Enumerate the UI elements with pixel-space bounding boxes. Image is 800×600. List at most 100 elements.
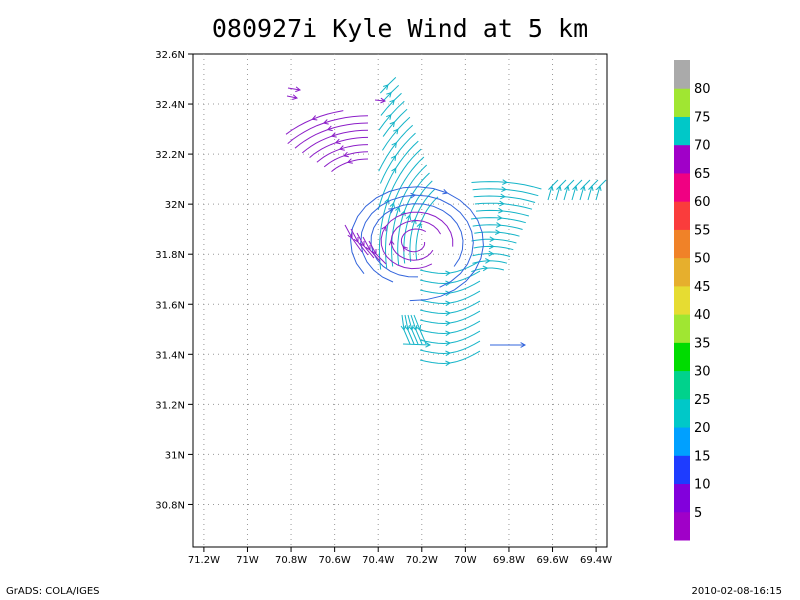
plot-frame: [192, 53, 608, 548]
streamline-arrow: [383, 84, 389, 90]
colorbar-label: 20: [694, 421, 711, 436]
y-tick-label: 32N: [165, 200, 185, 211]
streamline: [409, 188, 436, 262]
streamline: [286, 95, 298, 99]
streamline-arrow: [556, 184, 562, 192]
streamline-arrow: [311, 115, 318, 121]
colorbar-box: [674, 116, 690, 146]
colorbar-box: [674, 172, 690, 202]
x-tick-label: 70.6W: [319, 555, 351, 566]
streamlines: [285, 77, 607, 367]
streamline-arrow: [338, 145, 345, 151]
y-tick-label: 30.8N: [155, 500, 185, 511]
y-tick-label: 32.2N: [155, 150, 185, 161]
streamline-arrow: [499, 200, 505, 207]
colorbar-box: [674, 257, 690, 287]
x-tick-label: 71.2W: [188, 555, 220, 566]
streamline-arrow: [445, 350, 452, 357]
footer-timestamp: 2010-02-08-16:15: [691, 586, 782, 597]
streamline-arrow: [388, 239, 395, 246]
colorbar-box: [674, 342, 690, 372]
streamline: [381, 116, 411, 151]
streamline-arrow: [502, 179, 508, 185]
colorbar-box: [674, 314, 690, 343]
streamline-arrow: [402, 245, 408, 252]
streamline-arrow: [389, 121, 396, 128]
streamline-arrow: [445, 330, 452, 337]
streamline-arrow: [445, 280, 452, 287]
colorbar-box: [674, 427, 690, 456]
y-tick-label: 32.6N: [155, 50, 185, 61]
colorbar-label: 45: [694, 280, 711, 295]
colorbar-box: [674, 511, 690, 541]
streamline-arrow: [405, 214, 412, 221]
grid-lines: [193, 54, 607, 547]
streamline-arrow: [494, 229, 501, 235]
streamline-arrow: [425, 341, 432, 348]
x-tick-label: 69.4W: [580, 555, 612, 566]
colorbar-box: [674, 370, 690, 400]
colorbar-label: 60: [694, 195, 711, 210]
colorbar-label: 25: [694, 393, 711, 408]
streamline-arrow: [445, 310, 452, 317]
streamline: [472, 224, 523, 230]
colorbar-box: [674, 483, 690, 513]
streamline-arrow: [389, 202, 395, 209]
streamline-arrow: [326, 125, 333, 132]
streamline-arrow: [445, 320, 452, 327]
y-tick-label: 31.8N: [155, 250, 185, 261]
streamline-arrow: [295, 86, 302, 93]
streamline-arrow: [388, 208, 395, 214]
streamline-arrow: [365, 245, 371, 251]
streamline-arrow: [442, 189, 449, 195]
streamline-arrow: [386, 91, 392, 98]
colorbar-box: [674, 285, 690, 315]
colorbar-boxes: [674, 60, 690, 541]
colorbar-labels: 5 10 15 20 25 30 35 40 45 50 55 60 65 70 75 80: [694, 82, 711, 521]
x-tick-label: 70.8W: [275, 555, 307, 566]
x-tick-label: 70W: [454, 555, 477, 566]
streamline-arrow: [488, 243, 495, 250]
x-tick-label: 70.2W: [406, 555, 438, 566]
colorbar-label: 50: [694, 252, 711, 267]
streamline: [391, 164, 428, 267]
streamline-arrow: [496, 215, 503, 221]
streamline-arrow: [410, 192, 417, 199]
streamline-arrow: [391, 141, 397, 148]
y-tick-label: 32.4N: [155, 100, 185, 111]
streamline-arrow: [400, 210, 406, 217]
streamline-arrow: [393, 128, 399, 135]
streamline-arrow: [386, 113, 392, 120]
streamline-arrow: [380, 97, 387, 104]
colorbar-label: 10: [694, 478, 711, 493]
streamline: [384, 156, 425, 269]
streamline-arrow: [390, 155, 397, 161]
streamline-arrow: [389, 99, 395, 106]
streamline: [374, 99, 386, 102]
colorbar-label: 80: [694, 82, 711, 97]
y-tick-label: 31.4N: [155, 350, 185, 361]
streamline-arrow: [572, 184, 578, 192]
x-tick-label: 70.4W: [362, 555, 394, 566]
y-tick-label: 31.6N: [155, 300, 185, 311]
x-tick-label: 69.8W: [493, 555, 525, 566]
streamline-arrow: [322, 119, 329, 125]
streamline-arrow: [353, 237, 359, 243]
streamline-arrow: [391, 167, 397, 174]
streamline-arrow: [334, 138, 341, 145]
streamline: [378, 124, 414, 172]
streamline-arrow: [359, 241, 365, 247]
streamline-arrow: [498, 207, 504, 214]
colorbar-box: [674, 201, 690, 230]
colorbar-label: 70: [694, 139, 711, 154]
chart-title: 080927i Kyle Wind at 5 km: [211, 14, 589, 43]
x-tick-label: 71W: [236, 555, 259, 566]
streamline-arrow: [488, 250, 495, 257]
streamline-arrow: [346, 158, 353, 164]
colorbar-box: [674, 229, 690, 259]
streamline: [470, 217, 526, 224]
streamline-arrow: [520, 342, 527, 348]
streamline-arrow: [482, 265, 489, 272]
